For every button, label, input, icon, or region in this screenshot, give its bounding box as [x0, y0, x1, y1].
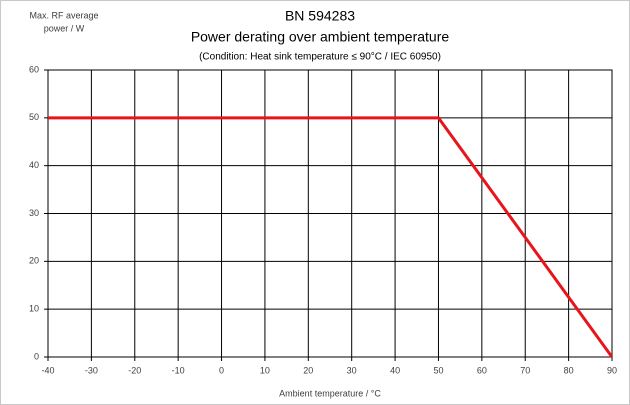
y-tick-label: 30	[29, 208, 39, 218]
y-tick-label: 0	[34, 351, 39, 361]
x-tick-label: -10	[172, 365, 185, 375]
data-line	[48, 116, 614, 358]
y-tick-label: 60	[29, 64, 39, 74]
x-tick-label: 90	[607, 365, 617, 375]
x-tick-label: -30	[85, 365, 98, 375]
chart-note: (Condition: Heat sink temperature ≤ 90°C…	[199, 52, 441, 63]
y-axis-label: Max. RF average	[29, 10, 98, 20]
x-tick-label: 80	[564, 365, 574, 375]
x-tick-label: 20	[303, 365, 313, 375]
chart-title: BN 594283	[285, 8, 355, 24]
x-tick-label: 40	[390, 365, 400, 375]
x-tick-label: 30	[347, 365, 357, 375]
x-tick-label: 50	[433, 365, 443, 375]
chart-subtitle: Power derating over ambient temperature	[191, 29, 450, 45]
y-tick-label: 50	[29, 112, 39, 122]
x-tick-label: 60	[477, 365, 487, 375]
plot-border	[47, 69, 613, 358]
x-tick-label: -40	[41, 365, 54, 375]
y-axis-label: power / W	[44, 23, 85, 33]
x-tick-label: 0	[219, 365, 224, 375]
x-axis-label: Ambient temperature / °C	[279, 388, 381, 398]
x-tick-label: 70	[520, 365, 530, 375]
y-tick-label: 10	[29, 304, 39, 314]
y-tick-label: 40	[29, 160, 39, 170]
y-tick-label: 20	[29, 256, 39, 266]
x-tick-label: 10	[260, 365, 270, 375]
x-tick-label: -20	[128, 365, 141, 375]
